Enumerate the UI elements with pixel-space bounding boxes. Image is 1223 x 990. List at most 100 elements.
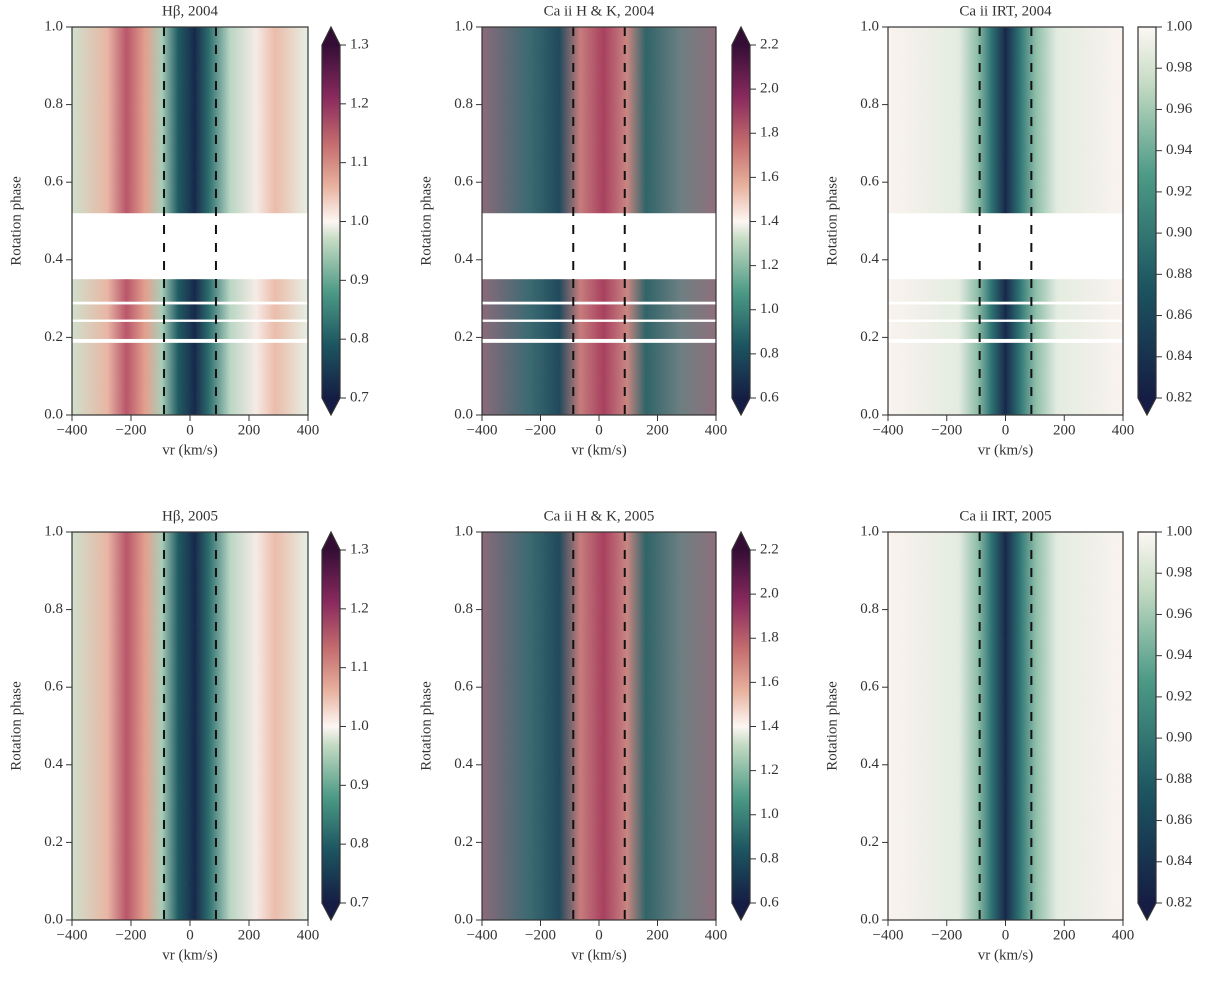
colorbar-tick-label: 1.4 — [760, 213, 779, 229]
x-tick-label: 0 — [186, 422, 194, 438]
x-tick-label: 0 — [1002, 927, 1010, 943]
colorbar — [732, 45, 750, 398]
colorbar-tick-label: 1.00 — [1166, 18, 1192, 34]
colorbar-tick-label: 0.6 — [760, 894, 779, 910]
colorbar-tick-label: 1.2 — [350, 95, 369, 111]
x-tick-label: −400 — [467, 422, 498, 438]
y-axis-label: Rotation phase — [824, 176, 840, 266]
y-tick-label: 0.4 — [44, 756, 63, 772]
heatmap-image — [888, 532, 1123, 920]
colorbar-extend-max — [322, 27, 340, 45]
x-tick-label: −200 — [116, 422, 147, 438]
x-tick-label: −200 — [525, 422, 556, 438]
x-axis-label: vr (km/s) — [571, 442, 626, 458]
x-axis-label: vr (km/s) — [978, 442, 1033, 458]
y-axis-label: Rotation phase — [824, 681, 840, 771]
y-tick-label: 0.0 — [860, 911, 879, 927]
colorbar-tick-label: 0.88 — [1166, 266, 1192, 282]
y-tick-label: 1.0 — [454, 18, 473, 34]
colorbar-tick-label: 1.2 — [760, 257, 779, 273]
colorbar-tick-label: 0.7 — [350, 389, 369, 405]
data-gap — [888, 213, 1123, 280]
y-tick-label: 1.0 — [860, 523, 879, 539]
colorbar-tick-label: 0.9 — [350, 272, 369, 288]
x-tick-label: 0 — [186, 927, 194, 943]
chart-title: Ca ii IRT, 2005 — [959, 508, 1051, 524]
colorbar-tick-label: 0.84 — [1166, 853, 1193, 869]
data-gap — [482, 301, 716, 305]
colorbar-extend-min — [1138, 398, 1156, 415]
y-tick-label: 0.0 — [44, 406, 63, 422]
y-tick-label: 0.8 — [44, 96, 63, 112]
colorbar-tick-label: 2.2 — [760, 541, 779, 557]
x-tick-label: 0 — [595, 927, 603, 943]
y-axis-label: Rotation phase — [8, 176, 24, 266]
colorbar-tick-label: 1.2 — [350, 600, 369, 616]
colorbar-tick-label: 1.0 — [760, 301, 779, 317]
colorbar-tick-label: 1.3 — [350, 36, 369, 52]
colorbar — [322, 45, 340, 398]
colorbar-tick-label: 0.94 — [1166, 142, 1193, 158]
x-axis-label: vr (km/s) — [978, 947, 1033, 963]
data-gap — [482, 319, 716, 322]
chart-title: Hβ, 2004 — [162, 3, 218, 19]
colorbar-extend-max — [322, 532, 340, 550]
x-tick-label: −400 — [57, 927, 88, 943]
x-axis-label: vr (km/s) — [162, 947, 217, 963]
colorbar — [1138, 27, 1156, 398]
colorbar-tick-label: 2.2 — [760, 36, 779, 52]
colorbar-tick-label: 1.00 — [1166, 523, 1192, 539]
colorbar-tick-label: 0.9 — [350, 777, 369, 793]
data-gap — [72, 213, 308, 280]
colorbar-tick-label: 0.84 — [1166, 348, 1193, 364]
y-tick-label: 0.8 — [454, 601, 473, 617]
colorbar-tick-label: 0.90 — [1166, 225, 1192, 241]
x-tick-label: 0 — [595, 422, 603, 438]
colorbar-tick-label: 0.8 — [760, 850, 779, 866]
colorbar-tick-label: 1.8 — [760, 125, 779, 141]
colorbar-tick-label: 1.3 — [350, 541, 369, 557]
y-tick-label: 1.0 — [454, 523, 473, 539]
colorbar-extend-max — [732, 532, 750, 550]
y-tick-label: 0.8 — [860, 601, 879, 617]
y-tick-label: 0.8 — [454, 96, 473, 112]
colorbar-tick-label: 0.8 — [350, 331, 369, 347]
colorbar-tick-label: 1.8 — [760, 630, 779, 646]
colorbar-extend-min — [322, 903, 340, 920]
x-tick-label: 400 — [705, 927, 728, 943]
colorbar — [1138, 532, 1156, 903]
colorbar-extend-min — [1138, 903, 1156, 920]
x-tick-label: −200 — [116, 927, 147, 943]
y-tick-label: 0.0 — [44, 911, 63, 927]
colorbar-tick-label: 0.88 — [1166, 771, 1192, 787]
colorbar-tick-label: 1.1 — [350, 659, 369, 675]
data-gap — [482, 338, 716, 343]
colorbar-tick-label: 0.6 — [760, 389, 779, 405]
colorbar-tick-label: 0.98 — [1166, 60, 1192, 76]
colorbar-tick-label: 0.90 — [1166, 730, 1192, 746]
colorbar-tick-label: 2.0 — [760, 586, 779, 602]
colorbar-tick-label: 1.0 — [760, 806, 779, 822]
y-tick-label: 0.8 — [860, 96, 879, 112]
colorbar-tick-label: 0.96 — [1166, 101, 1193, 117]
x-tick-label: 200 — [238, 927, 261, 943]
colorbar-tick-label: 2.0 — [760, 81, 779, 97]
colorbar-tick-label: 1.4 — [760, 718, 779, 734]
colorbar-tick-label: 0.82 — [1166, 894, 1192, 910]
x-tick-label: 400 — [297, 422, 320, 438]
chart-title: Hβ, 2005 — [162, 508, 218, 524]
y-tick-label: 0.4 — [454, 251, 473, 267]
x-tick-label: 400 — [297, 927, 320, 943]
y-tick-label: 0.4 — [860, 756, 879, 772]
data-gap — [888, 338, 1123, 343]
colorbar-tick-label: 0.86 — [1166, 307, 1193, 323]
colorbar-tick-label: 0.82 — [1166, 389, 1192, 405]
y-axis-label: Rotation phase — [8, 681, 24, 771]
colorbar-tick-label: 0.92 — [1166, 183, 1192, 199]
colorbar-tick-label: 0.7 — [350, 894, 369, 910]
y-tick-label: 1.0 — [44, 18, 63, 34]
data-gap — [72, 301, 308, 305]
y-tick-label: 1.0 — [860, 18, 879, 34]
colorbar-tick-label: 0.94 — [1166, 647, 1193, 663]
